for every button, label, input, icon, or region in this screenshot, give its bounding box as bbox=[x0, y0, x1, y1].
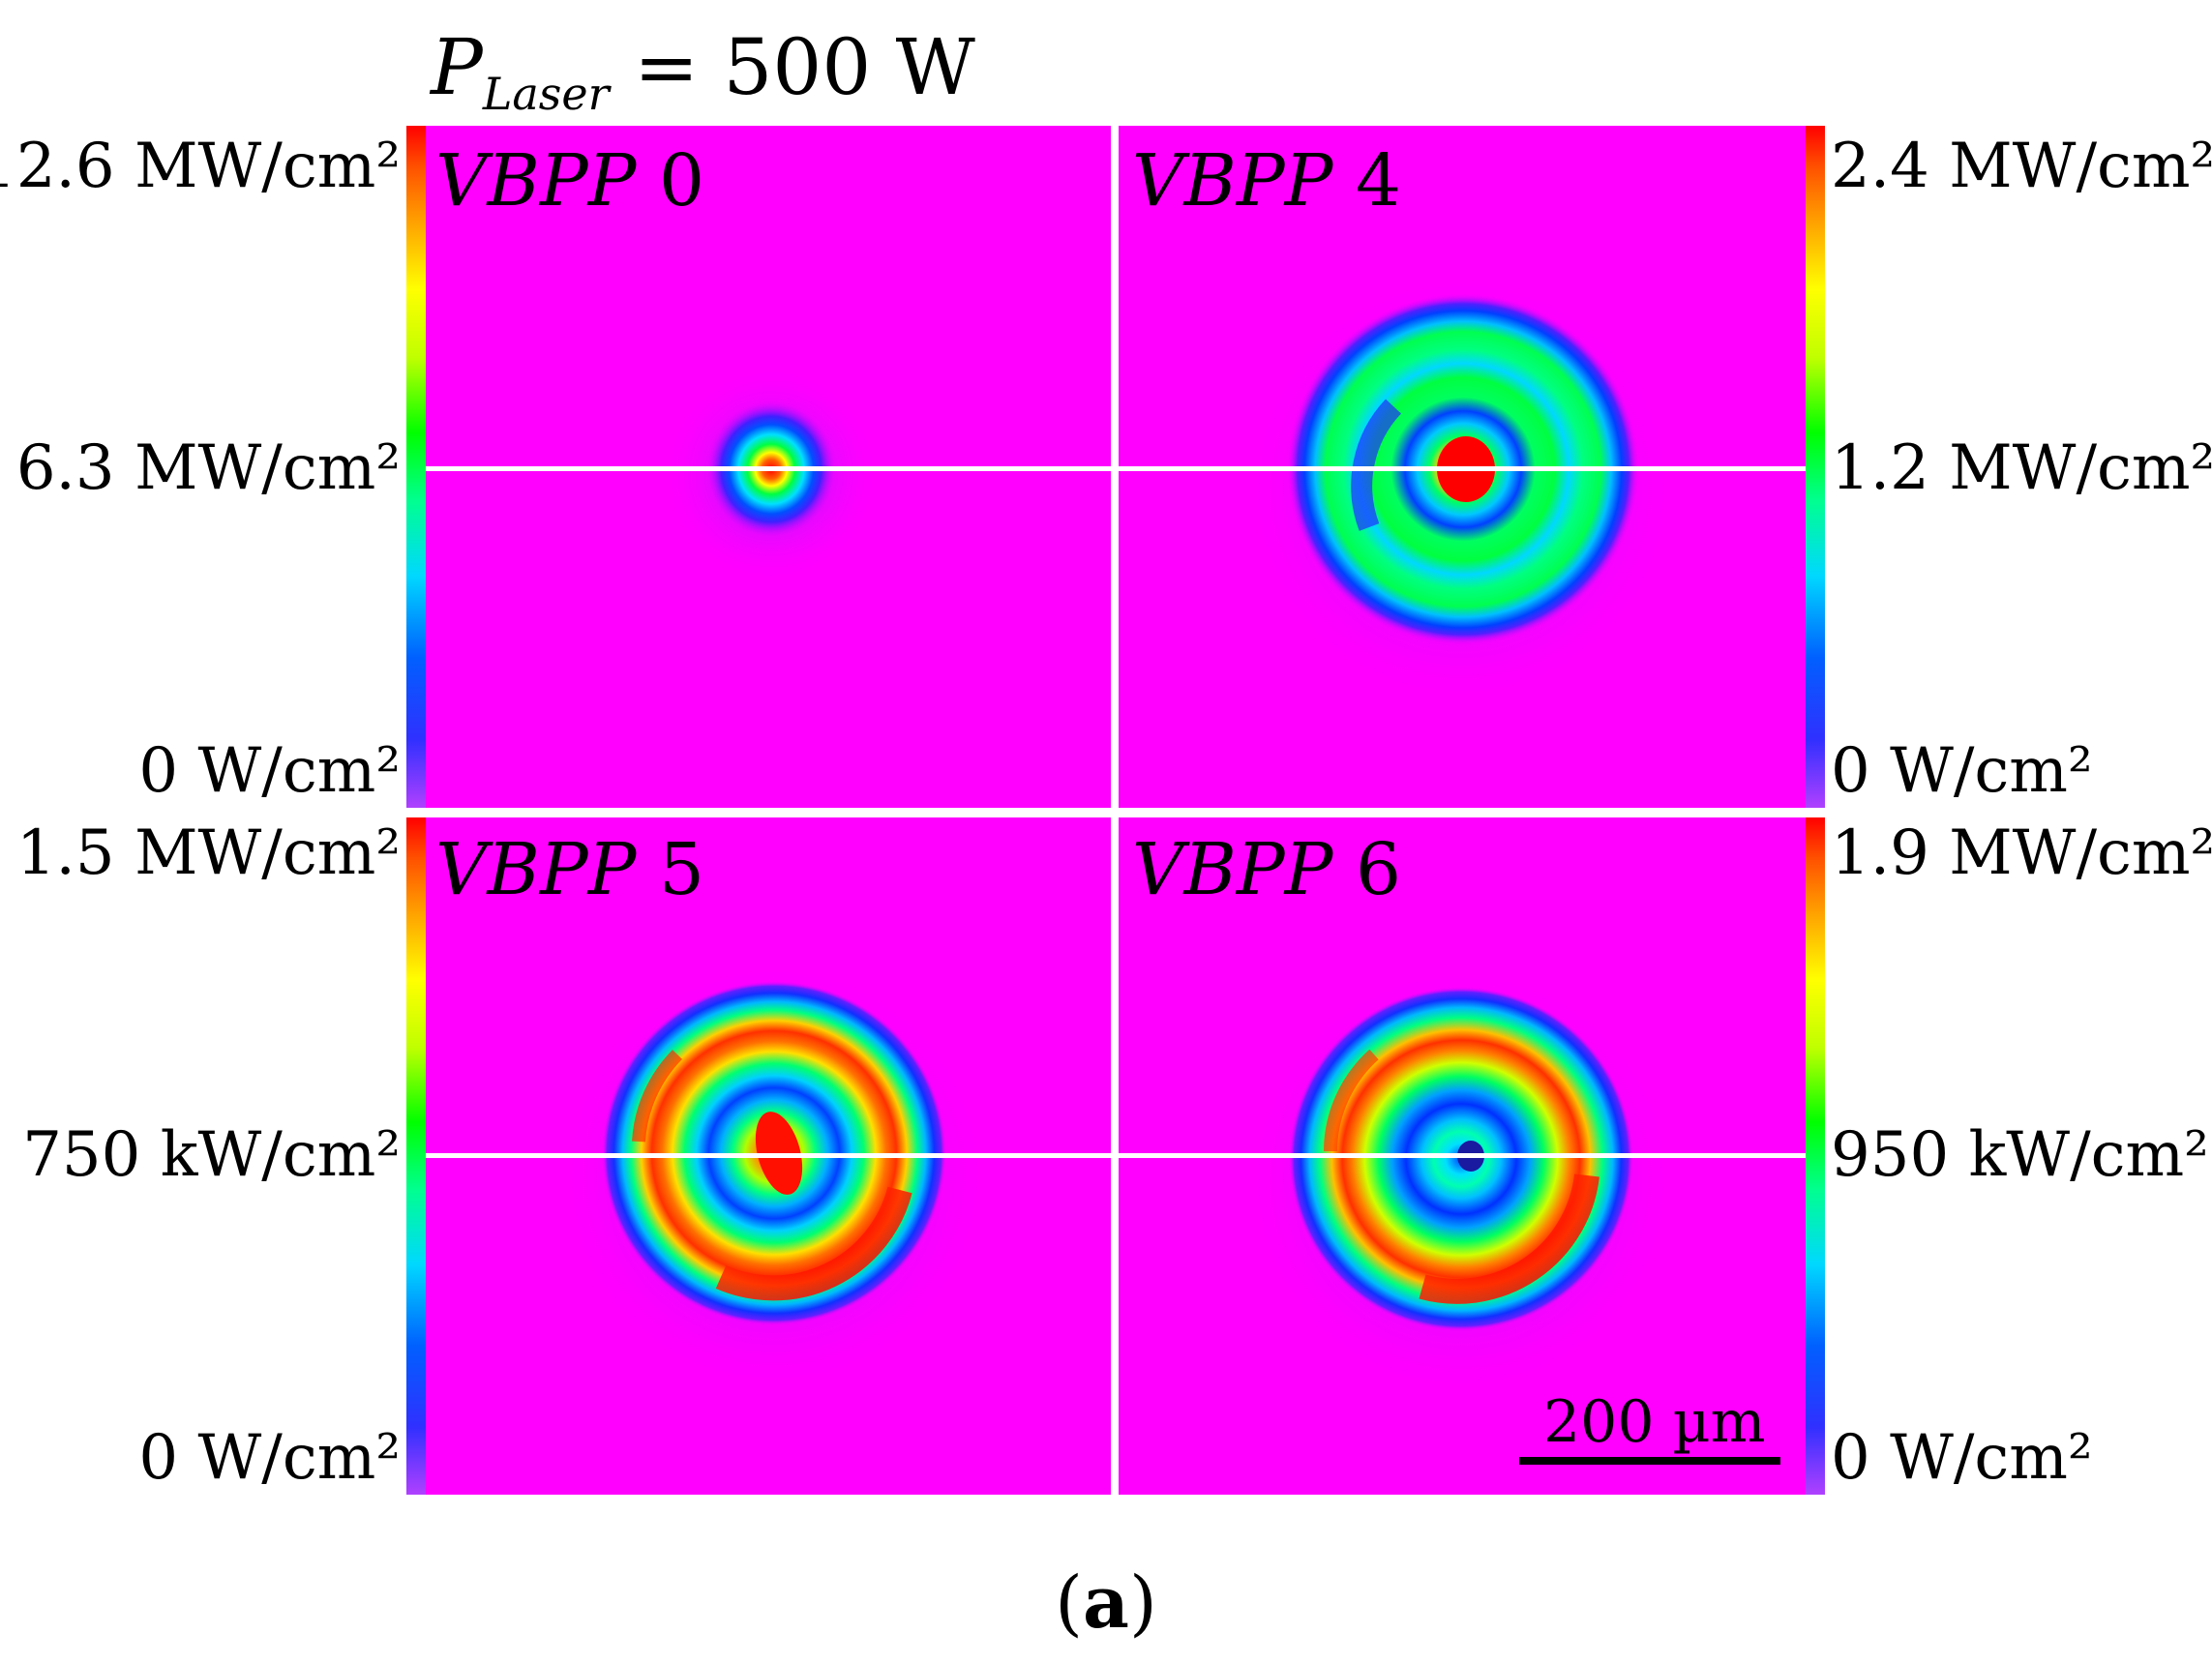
panel-number: 4 bbox=[1355, 139, 1402, 223]
panel-title-vbpp-4: VBPP 4 bbox=[1132, 145, 1401, 217]
colorbar-bottom-left bbox=[406, 817, 426, 1495]
power-value: = 500 W bbox=[634, 22, 975, 112]
colorbar-top-right-mid: 1.2 MW/cm² bbox=[1831, 432, 2212, 504]
panel-title-vbpp-5: VBPP 5 bbox=[435, 834, 704, 906]
panel-name: VBPP bbox=[1132, 139, 1333, 223]
colorbar-bottom-left-max: 1.5 MW/cm² bbox=[15, 817, 401, 889]
caption-close: ) bbox=[1128, 1561, 1157, 1645]
beam-spot-vbpp-6 bbox=[1248, 967, 1674, 1393]
beam-spot-vbpp-5 bbox=[561, 963, 987, 1388]
panel-title-vbpp-0: VBPP 0 bbox=[435, 145, 704, 217]
colorbar-bottom-right-min: 0 W/cm² bbox=[1831, 1422, 2093, 1494]
colorbar-top-left bbox=[406, 126, 426, 808]
colorbar-top-left-min: 0 W/cm² bbox=[138, 735, 401, 807]
laser-power-title: PLaser = 500 W bbox=[431, 29, 975, 117]
panel-name: VBPP bbox=[435, 828, 637, 911]
caption-open: ( bbox=[1055, 1561, 1084, 1645]
colorbar-top-left-max: 12.6 MW/cm² bbox=[0, 131, 401, 202]
panel-number: 6 bbox=[1355, 828, 1402, 911]
power-symbol: P bbox=[431, 22, 483, 112]
colorbar-top-right-min: 0 W/cm² bbox=[1831, 735, 2093, 807]
figure-caption: (a) bbox=[0, 1567, 2212, 1639]
panel-number: 0 bbox=[658, 139, 705, 223]
centerline-bottom bbox=[426, 1153, 1806, 1158]
scale-bar-label: 200 µm bbox=[1543, 1388, 1766, 1456]
beam-spot-vbpp-4 bbox=[1248, 276, 1674, 701]
colorbar-bottom-right bbox=[1806, 817, 1825, 1495]
power-subscript: Laser bbox=[482, 68, 610, 121]
colorbar-bottom-left-min: 0 W/cm² bbox=[138, 1422, 401, 1494]
colorbar-top-right bbox=[1806, 126, 1825, 808]
horizontal-divider bbox=[406, 808, 1825, 817]
colorbar-top-left-mid: 6.3 MW/cm² bbox=[15, 432, 401, 504]
colorbar-bottom-right-max: 1.9 MW/cm² bbox=[1831, 817, 2212, 889]
panel-title-vbpp-6: VBPP 6 bbox=[1132, 834, 1401, 906]
colorbar-top-right-max: 2.4 MW/cm² bbox=[1831, 131, 2212, 202]
centerline-top bbox=[426, 466, 1806, 471]
beam-spot-vbpp-0 bbox=[665, 368, 878, 580]
panel-name: VBPP bbox=[435, 139, 637, 223]
scale-bar bbox=[1519, 1457, 1780, 1465]
colorbar-bottom-left-mid: 750 kW/cm² bbox=[22, 1119, 401, 1191]
panel-number: 5 bbox=[658, 828, 705, 911]
panel-name: VBPP bbox=[1132, 828, 1333, 911]
caption-letter: a bbox=[1083, 1561, 1129, 1645]
colorbar-bottom-right-mid: 950 kW/cm² bbox=[1831, 1119, 2209, 1191]
